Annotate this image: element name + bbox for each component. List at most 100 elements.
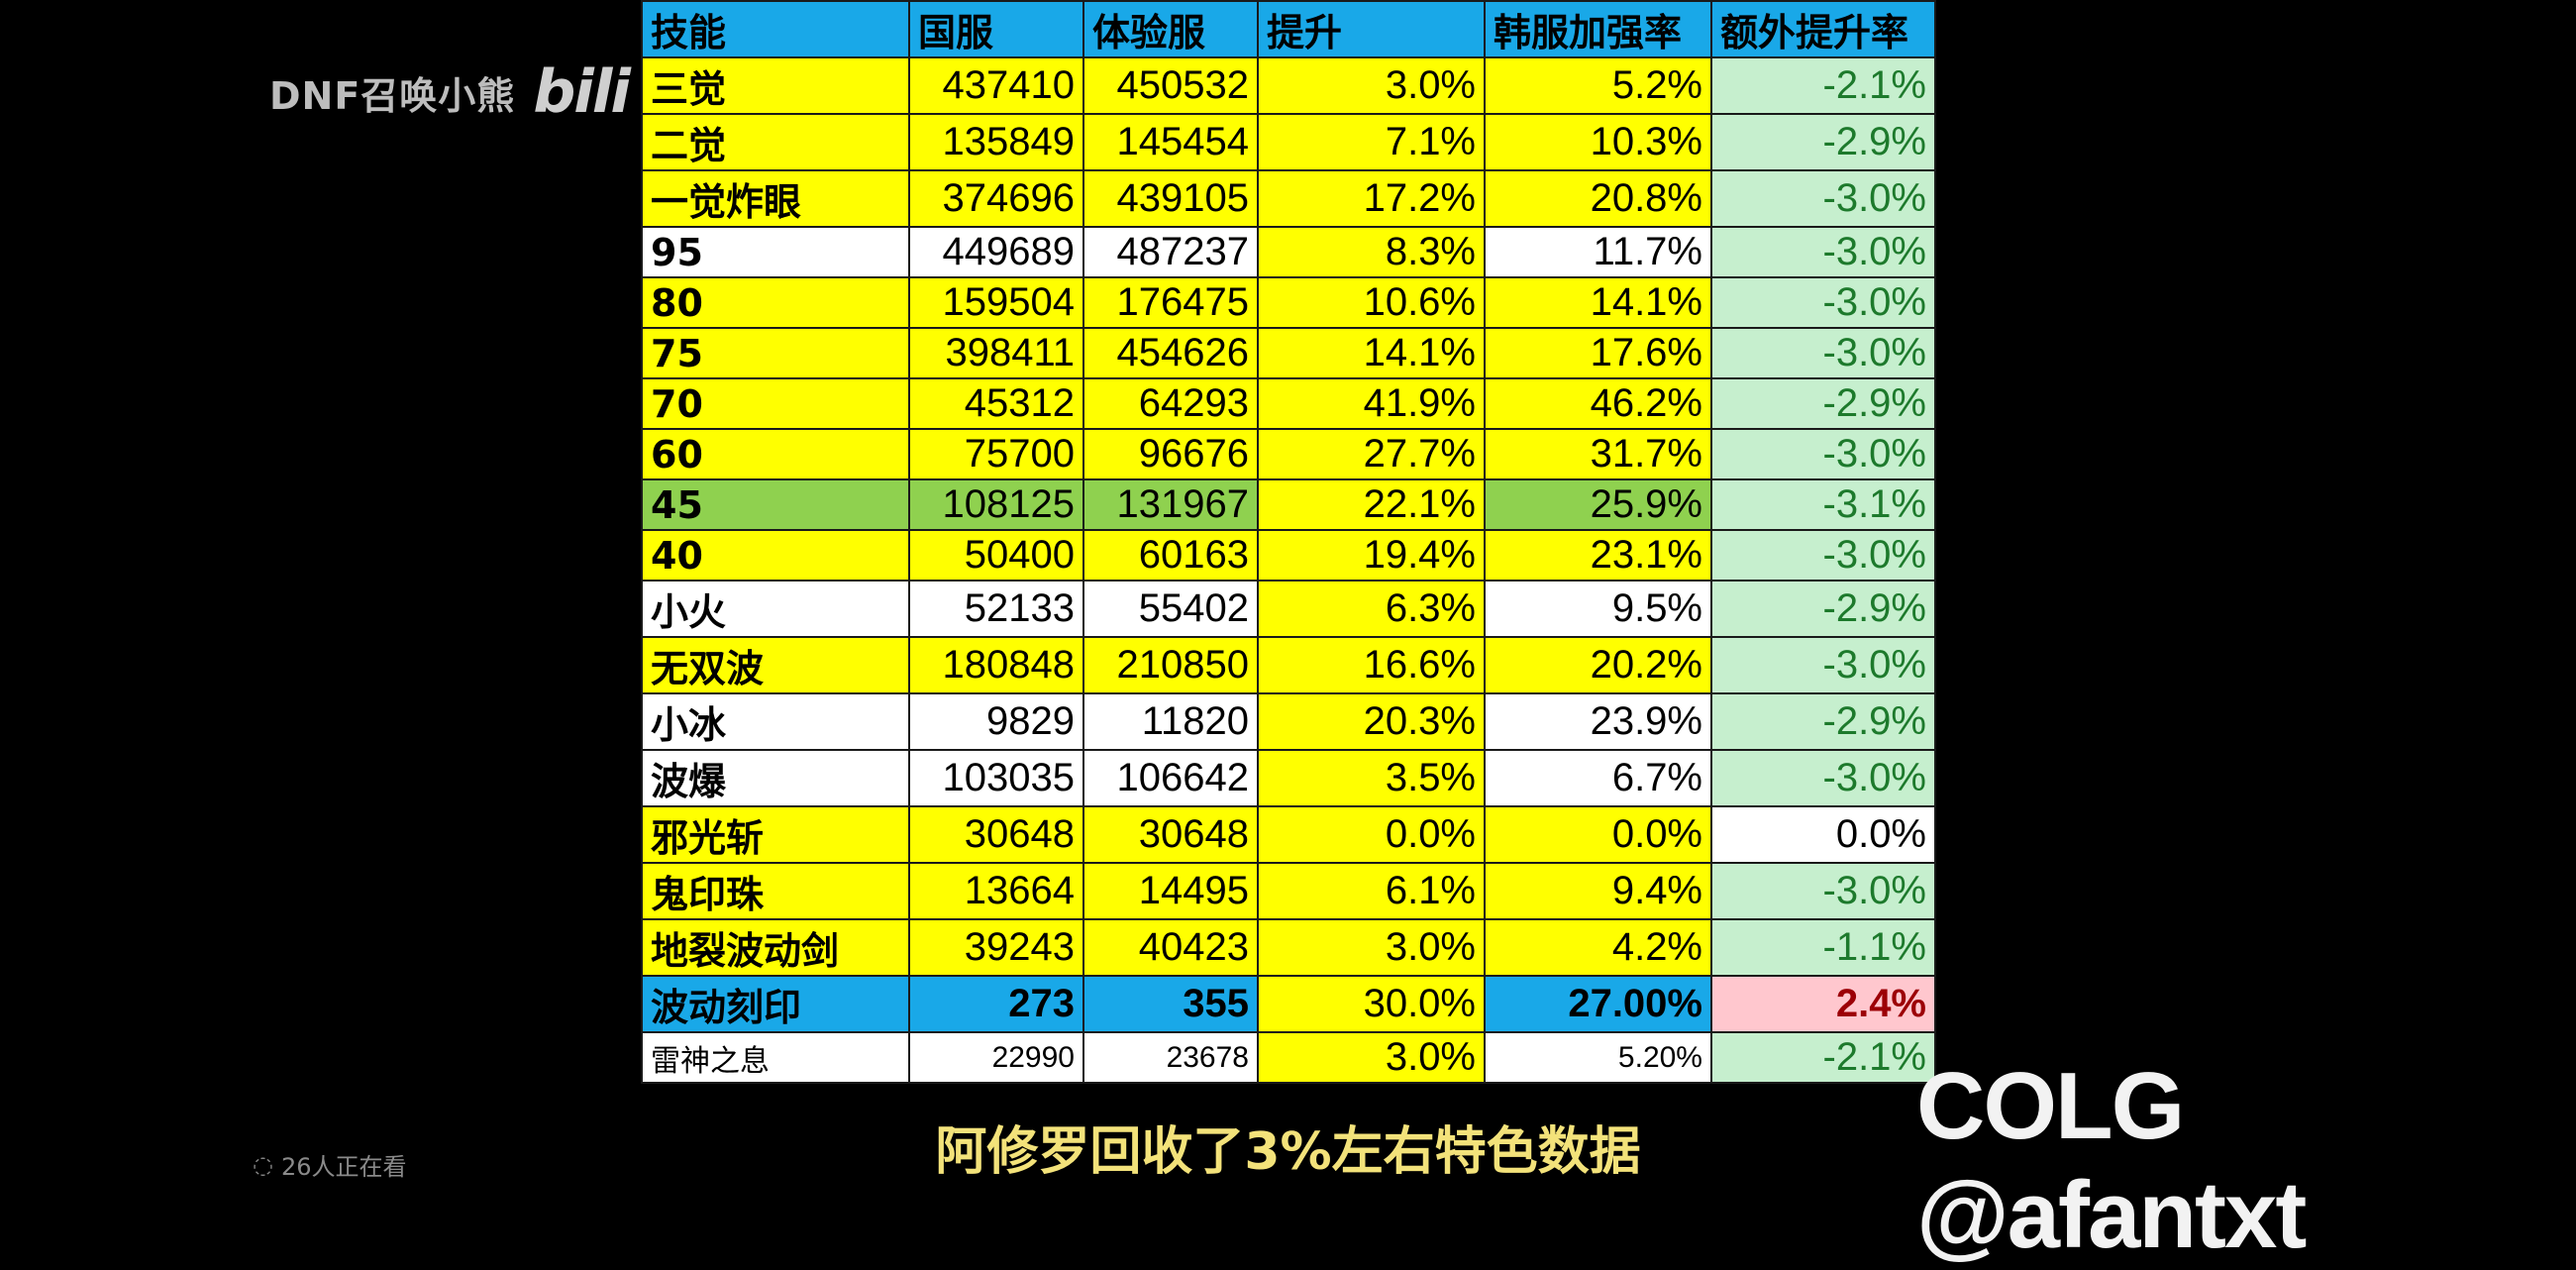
cell-skill: 60: [641, 428, 910, 480]
cell-cn: 75700: [908, 428, 1084, 480]
cell-kr: 46.2%: [1484, 377, 1712, 430]
cell-test: 11820: [1082, 692, 1259, 751]
uploader-name: DNF召唤小熊: [269, 73, 516, 118]
cell-test: 30648: [1082, 805, 1259, 864]
cell-up: 22.1%: [1257, 478, 1486, 531]
cell-cn: 180848: [908, 636, 1084, 694]
cell-cn: 30648: [908, 805, 1084, 864]
table-header-row: 技能 国服 体验服 提升 韩服加强率 额外提升率: [641, 0, 1936, 58]
cell-kr: 6.7%: [1484, 749, 1712, 807]
cell-skill: 45: [641, 478, 910, 531]
table-row: 一觉炸眼 374696 439105 17.2% 20.8% -3.0%: [641, 169, 1936, 228]
viewers-icon: ◌: [253, 1150, 273, 1179]
cell-extra: -2.9%: [1710, 377, 1936, 430]
cell-extra: -3.0%: [1710, 226, 1936, 278]
cell-test: 96676: [1082, 428, 1259, 480]
cell-test: 145454: [1082, 113, 1259, 171]
header-cn: 国服: [908, 0, 1084, 58]
cell-extra: -2.9%: [1710, 580, 1936, 638]
cell-kr: 4.2%: [1484, 918, 1712, 977]
table-row: 波爆 103035 106642 3.5% 6.7% -3.0%: [641, 749, 1936, 807]
table-row: 45 108125 131967 22.1% 25.9% -3.1%: [641, 478, 1936, 531]
table-row: 三觉 437410 450532 3.0% 5.2% -2.1%: [641, 56, 1936, 115]
cell-extra: 2.4%: [1710, 975, 1936, 1033]
table-row: 波动刻印 273 355 30.0% 27.00% 2.4%: [641, 975, 1936, 1033]
cell-cn: 103035: [908, 749, 1084, 807]
cell-extra: -3.0%: [1710, 529, 1936, 582]
cell-extra: -3.0%: [1710, 169, 1936, 228]
cell-cn: 50400: [908, 529, 1084, 582]
cell-skill: 波动刻印: [641, 975, 910, 1033]
bilibili-logo-icon: bili: [533, 57, 631, 127]
cell-cn: 52133: [908, 580, 1084, 638]
cell-skill: 80: [641, 276, 910, 329]
table-row: 鬼印珠 13664 14495 6.1% 9.4% -3.0%: [641, 862, 1936, 920]
cell-cn: 45312: [908, 377, 1084, 430]
cell-extra: -3.0%: [1710, 428, 1936, 480]
cell-up: 17.2%: [1257, 169, 1486, 228]
cell-up: 20.3%: [1257, 692, 1486, 751]
cell-cn: 374696: [908, 169, 1084, 228]
cell-up: 6.3%: [1257, 580, 1486, 638]
cell-up: 30.0%: [1257, 975, 1486, 1033]
cell-extra: -3.0%: [1710, 276, 1936, 329]
header-extra: 额外提升率: [1710, 0, 1936, 58]
cell-kr: 20.8%: [1484, 169, 1712, 228]
cell-up: 19.4%: [1257, 529, 1486, 582]
cell-kr: 11.7%: [1484, 226, 1712, 278]
table-row: 95 449689 487237 8.3% 11.7% -3.0%: [641, 226, 1936, 278]
cell-test: 450532: [1082, 56, 1259, 115]
cell-skill: 一觉炸眼: [641, 169, 910, 228]
cell-up: 3.0%: [1257, 56, 1486, 115]
cell-skill: 无双波: [641, 636, 910, 694]
table-row: 70 45312 64293 41.9% 46.2% -2.9%: [641, 377, 1936, 430]
cell-skill: 40: [641, 529, 910, 582]
cell-test: 106642: [1082, 749, 1259, 807]
cell-up: 27.7%: [1257, 428, 1486, 480]
cell-skill: 小冰: [641, 692, 910, 751]
table-row: 邪光斩 30648 30648 0.0% 0.0% 0.0%: [641, 805, 1936, 864]
cell-test: 210850: [1082, 636, 1259, 694]
cell-kr: 14.1%: [1484, 276, 1712, 329]
cell-up: 8.3%: [1257, 226, 1486, 278]
cell-skill: 地裂波动剑: [641, 918, 910, 977]
cell-kr: 20.2%: [1484, 636, 1712, 694]
cell-kr: 9.4%: [1484, 862, 1712, 920]
colg-watermark: COLG @afantxt: [1916, 1053, 2307, 1268]
cell-skill: 70: [641, 377, 910, 430]
cell-kr: 23.9%: [1484, 692, 1712, 751]
cell-kr: 5.20%: [1484, 1031, 1712, 1084]
cell-cn: 13664: [908, 862, 1084, 920]
cell-skill: 雷神之息: [641, 1031, 910, 1084]
cell-skill: 波爆: [641, 749, 910, 807]
cell-up: 3.0%: [1257, 1031, 1486, 1084]
cell-cn: 108125: [908, 478, 1084, 531]
cell-skill: 三觉: [641, 56, 910, 115]
header-kr: 韩服加强率: [1484, 0, 1712, 58]
table-row: 二觉 135849 145454 7.1% 10.3% -2.9%: [641, 113, 1936, 171]
cell-skill: 邪光斩: [641, 805, 910, 864]
cell-cn: 273: [908, 975, 1084, 1033]
cell-up: 3.5%: [1257, 749, 1486, 807]
cell-extra: -3.0%: [1710, 327, 1936, 379]
cell-cn: 135849: [908, 113, 1084, 171]
cell-cn: 39243: [908, 918, 1084, 977]
table-row: 雷神之息 22990 23678 3.0% 5.20% -2.1%: [641, 1031, 1936, 1084]
cell-cn: 449689: [908, 226, 1084, 278]
table-row: 75 398411 454626 14.1% 17.6% -3.0%: [641, 327, 1936, 379]
cell-skill: 75: [641, 327, 910, 379]
cell-kr: 10.3%: [1484, 113, 1712, 171]
cell-kr: 5.2%: [1484, 56, 1712, 115]
cell-cn: 398411: [908, 327, 1084, 379]
cell-extra: -2.1%: [1710, 1031, 1936, 1084]
table-row: 小火 52133 55402 6.3% 9.5% -2.9%: [641, 580, 1936, 638]
cell-extra: -2.1%: [1710, 56, 1936, 115]
viewer-count: ◌ 26人正在看: [253, 1147, 407, 1182]
cell-cn: 9829: [908, 692, 1084, 751]
cell-extra: -3.1%: [1710, 478, 1936, 531]
table-row: 40 50400 60163 19.4% 23.1% -3.0%: [641, 529, 1936, 582]
cell-test: 40423: [1082, 918, 1259, 977]
cell-test: 14495: [1082, 862, 1259, 920]
cell-up: 14.1%: [1257, 327, 1486, 379]
cell-test: 131967: [1082, 478, 1259, 531]
